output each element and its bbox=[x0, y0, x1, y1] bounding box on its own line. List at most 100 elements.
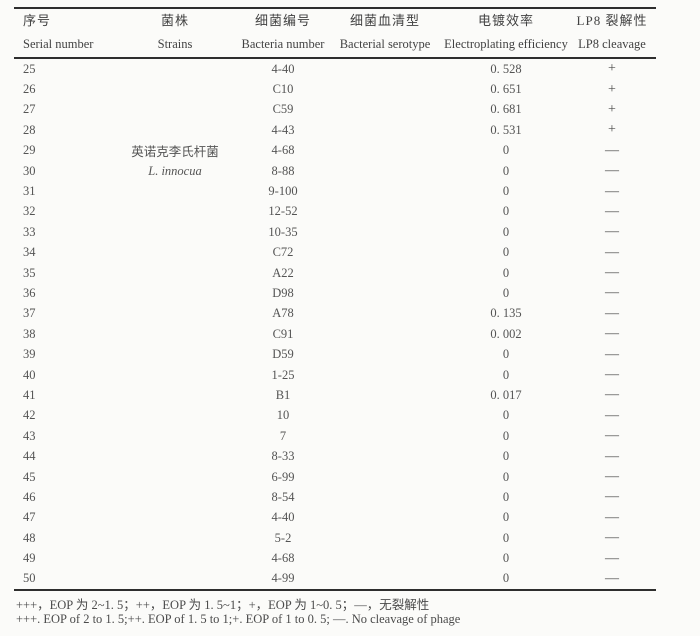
bacteria-number-cell: 4-40 bbox=[271, 510, 295, 525]
bacteria-number-cell: 10 bbox=[276, 408, 290, 423]
table-header: 序号 Serial number 菌株 Strains 细菌编号 Bacteri… bbox=[14, 8, 656, 58]
bacteria-number-cell: A78 bbox=[272, 306, 294, 321]
strain-cell bbox=[110, 120, 240, 140]
column-header-bacterial-serotype-cn: 细菌血清型 bbox=[349, 13, 420, 28]
table-row: 48 5-2 0 — bbox=[14, 528, 656, 548]
lp8-cleavage-cell: — bbox=[605, 469, 619, 484]
lp8-cleavage-cell: — bbox=[605, 244, 619, 260]
serial-number-cell: 48 bbox=[23, 530, 36, 545]
table-row: 33 10-35 0 — bbox=[14, 222, 656, 242]
serotype-cell bbox=[326, 406, 444, 426]
lp8-cleavage-cell: — bbox=[605, 448, 619, 464]
bacteria-number-cell: C72 bbox=[272, 245, 294, 260]
bacteria-number-cell: A22 bbox=[272, 265, 294, 280]
strain-cell bbox=[110, 446, 240, 466]
serial-number-cell: 28 bbox=[23, 122, 36, 137]
table-row: 31 9-100 0 — bbox=[14, 181, 656, 201]
bacteria-number-cell: 9-100 bbox=[268, 184, 298, 199]
table-row: 35 A22 0 — bbox=[14, 263, 656, 283]
strain-cell bbox=[110, 58, 240, 79]
bacteria-number-cell: 4-40 bbox=[271, 61, 295, 76]
footnote-chinese: +++，EOP 为 2~1. 5；++，EOP 为 1. 5~1；+，EOP 为… bbox=[16, 598, 430, 612]
serial-number-cell: 39 bbox=[23, 347, 36, 362]
bacteria-number-cell: 8-54 bbox=[271, 489, 295, 504]
table-row: 50 4-99 0 — bbox=[14, 569, 656, 590]
table-row: 44 8-33 0 — bbox=[14, 446, 656, 466]
serotype-cell bbox=[326, 548, 444, 568]
table-row: 34 C72 0 — bbox=[14, 243, 656, 263]
table-row: 30 L. innocua 8-88 0 — bbox=[14, 161, 656, 181]
eop-value-cell: 0. 017 bbox=[490, 387, 522, 402]
serotype-cell bbox=[326, 141, 444, 161]
serotype-cell bbox=[326, 467, 444, 487]
column-header-electroplating-efficiency-en: Electroplating efficiency bbox=[444, 37, 568, 51]
bacteria-number-cell: D59 bbox=[272, 347, 294, 362]
eop-value-cell: 0. 135 bbox=[490, 306, 522, 321]
lp8-cleavage-cell: — bbox=[605, 570, 619, 586]
serial-number-cell: 29 bbox=[23, 143, 36, 158]
serial-number-cell: 30 bbox=[23, 163, 36, 178]
table-body: 25 4-40 0. 528 +26 C10 0. 651 +27 C59 0. 681 +28 4… bbox=[14, 58, 656, 590]
serotype-cell bbox=[326, 569, 444, 590]
table-row: 45 6-99 0 — bbox=[14, 467, 656, 487]
serial-number-cell: 26 bbox=[23, 82, 36, 97]
serotype-cell bbox=[326, 446, 444, 466]
eop-value-cell: 0 bbox=[502, 469, 510, 484]
bacteria-number-cell: 7 bbox=[279, 428, 287, 443]
lp8-cleavage-cell: — bbox=[605, 530, 619, 546]
strain-cell bbox=[110, 243, 240, 263]
strain-cell bbox=[110, 487, 240, 507]
table-row: 25 4-40 0. 528 + bbox=[14, 58, 656, 79]
eop-value-cell: 0. 528 bbox=[490, 61, 522, 76]
table-row: 38 C91 0. 002 — bbox=[14, 324, 656, 344]
serotype-cell bbox=[326, 202, 444, 222]
table-row: 39 D59 0 — bbox=[14, 344, 656, 364]
table-row: 40 1-25 0 — bbox=[14, 365, 656, 385]
table-row: 47 4-40 0 — bbox=[14, 508, 656, 528]
serial-number-cell: 42 bbox=[23, 408, 36, 423]
strain-cell bbox=[110, 344, 240, 364]
column-header-bacterial-serotype: 细菌血清型 Bacterial serotype bbox=[326, 8, 444, 58]
serial-number-cell: 35 bbox=[23, 265, 36, 280]
lp8-cleavage-cell: — bbox=[605, 285, 619, 301]
bacteria-number-cell: 1-25 bbox=[271, 367, 295, 382]
column-header-bacteria-number-cn: 细菌编号 bbox=[254, 13, 311, 28]
strain-cell bbox=[110, 202, 240, 222]
eop-value-cell: 0 bbox=[502, 489, 510, 504]
column-header-lp8-cleavage-en: LP8 cleavage bbox=[578, 37, 646, 51]
eop-value-cell: 0 bbox=[502, 449, 510, 464]
lp8-cleavage-cell: — bbox=[605, 224, 619, 240]
column-header-lp8-cleavage: LP8 裂解性 LP8 cleavage bbox=[568, 8, 656, 58]
lp8-cleavage-cell: — bbox=[605, 489, 619, 505]
serotype-cell bbox=[326, 263, 444, 283]
strain-cell bbox=[110, 569, 240, 590]
serotype-cell bbox=[326, 283, 444, 303]
table-row: 37 A78 0. 135 — bbox=[14, 304, 656, 324]
serial-number-cell: 49 bbox=[23, 551, 36, 566]
column-header-strains: 菌株 Strains bbox=[110, 8, 240, 58]
bacteria-number-cell: 4-99 bbox=[271, 571, 295, 586]
serial-number-cell: 47 bbox=[23, 510, 36, 525]
column-header-bacteria-number: 细菌编号 Bacteria number bbox=[240, 8, 326, 58]
strain-cell bbox=[110, 304, 240, 324]
eop-value-cell: 0 bbox=[502, 571, 510, 586]
table-row: 43 7 0 — bbox=[14, 426, 656, 446]
eop-value-cell: 0 bbox=[502, 367, 510, 382]
serotype-cell bbox=[326, 324, 444, 344]
strain-cell bbox=[110, 181, 240, 201]
bacteria-number-cell: 5-2 bbox=[274, 530, 292, 545]
column-header-serial-number-cn: 序号 bbox=[23, 13, 52, 28]
serotype-cell bbox=[326, 304, 444, 324]
serotype-cell bbox=[326, 426, 444, 446]
serial-number-cell: 27 bbox=[23, 102, 36, 117]
bacteria-number-cell: D98 bbox=[272, 285, 294, 300]
serotype-cell bbox=[326, 528, 444, 548]
header-row: 序号 Serial number 菌株 Strains 细菌编号 Bacteri… bbox=[14, 8, 656, 58]
table-row: 42 10 0 — bbox=[14, 406, 656, 426]
eop-value-cell: 0 bbox=[502, 530, 510, 545]
strain-cell bbox=[110, 222, 240, 242]
serial-number-cell: 34 bbox=[23, 245, 36, 260]
table-row: 49 4-68 0 — bbox=[14, 548, 656, 568]
eop-value-cell: 0 bbox=[502, 408, 510, 423]
strain-cell bbox=[110, 406, 240, 426]
